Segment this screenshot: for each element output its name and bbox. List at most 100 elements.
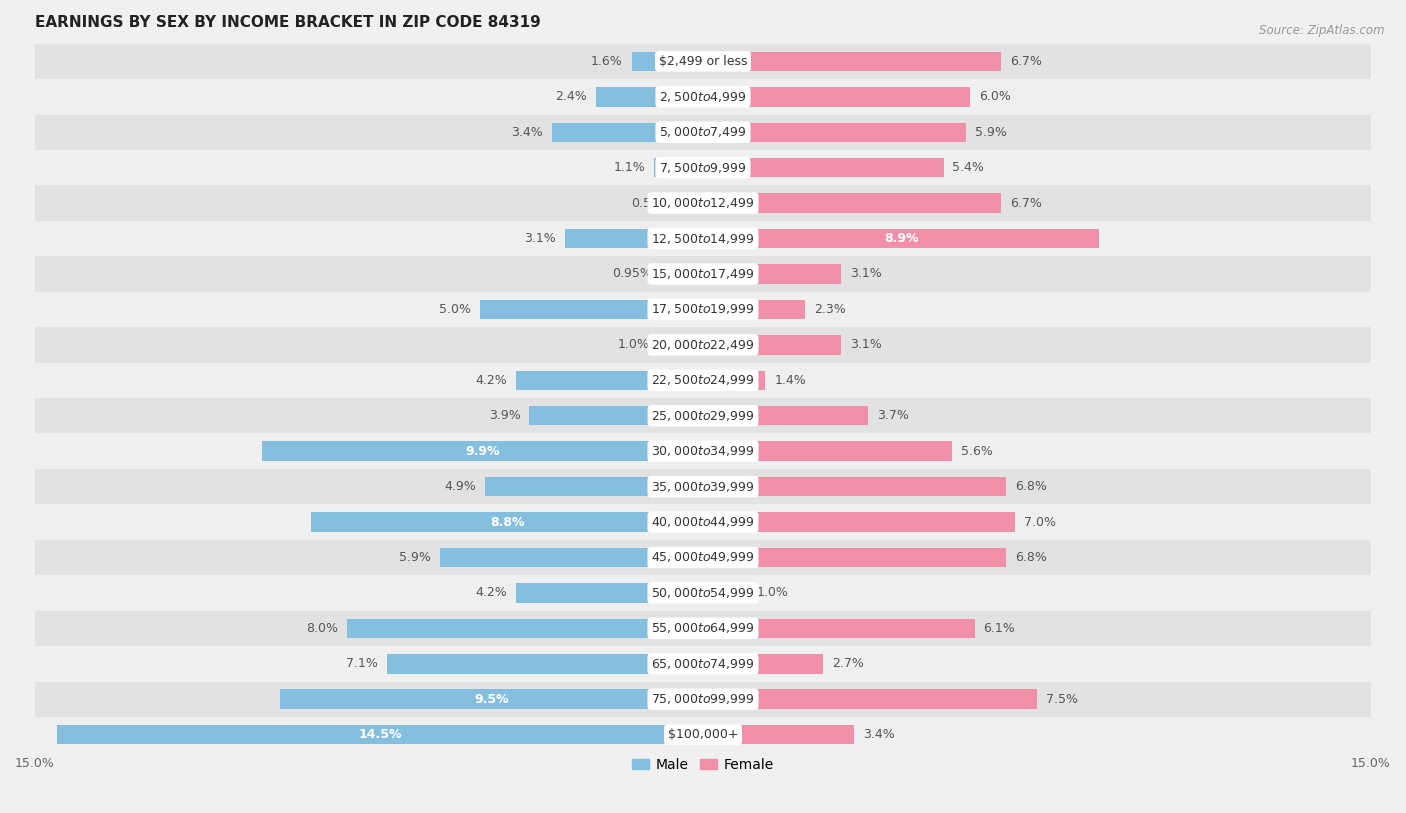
- Text: 3.7%: 3.7%: [877, 409, 908, 422]
- Bar: [440, 548, 703, 567]
- Text: 0.95%: 0.95%: [612, 267, 652, 280]
- Bar: [654, 158, 703, 177]
- Text: Source: ZipAtlas.com: Source: ZipAtlas.com: [1260, 24, 1385, 37]
- Text: 6.1%: 6.1%: [984, 622, 1015, 635]
- Bar: [703, 583, 748, 602]
- Bar: [516, 371, 703, 390]
- Text: 2.3%: 2.3%: [814, 303, 846, 316]
- Bar: [35, 681, 1371, 717]
- Bar: [703, 654, 824, 673]
- Text: 3.9%: 3.9%: [489, 409, 520, 422]
- Text: $2,499 or less: $2,499 or less: [659, 55, 747, 67]
- Bar: [703, 619, 974, 638]
- Text: 6.0%: 6.0%: [979, 90, 1011, 103]
- Text: 4.9%: 4.9%: [444, 480, 475, 493]
- Text: 3.4%: 3.4%: [510, 126, 543, 139]
- Bar: [631, 52, 703, 71]
- Bar: [703, 725, 855, 745]
- Text: $20,000 to $22,499: $20,000 to $22,499: [651, 338, 755, 352]
- Bar: [703, 87, 970, 107]
- Text: $45,000 to $49,999: $45,000 to $49,999: [651, 550, 755, 564]
- Text: 5.4%: 5.4%: [952, 161, 984, 174]
- Bar: [565, 228, 703, 248]
- Text: 3.1%: 3.1%: [851, 267, 882, 280]
- Text: 3.1%: 3.1%: [524, 232, 555, 245]
- Bar: [262, 441, 703, 461]
- Text: 4.2%: 4.2%: [475, 586, 508, 599]
- Bar: [35, 540, 1371, 576]
- Bar: [703, 441, 952, 461]
- Bar: [35, 79, 1371, 115]
- Text: $65,000 to $74,999: $65,000 to $74,999: [651, 657, 755, 671]
- Bar: [35, 221, 1371, 256]
- Bar: [485, 477, 703, 497]
- Bar: [35, 256, 1371, 292]
- Bar: [703, 335, 841, 354]
- Text: 9.5%: 9.5%: [474, 693, 509, 706]
- Bar: [35, 150, 1371, 185]
- Bar: [35, 611, 1371, 646]
- Text: 7.0%: 7.0%: [1024, 515, 1056, 528]
- Text: 2.7%: 2.7%: [832, 657, 865, 670]
- Text: $15,000 to $17,499: $15,000 to $17,499: [651, 267, 755, 281]
- Bar: [35, 576, 1371, 611]
- Text: 5.6%: 5.6%: [962, 445, 993, 458]
- Text: 1.6%: 1.6%: [591, 55, 623, 67]
- Text: 1.0%: 1.0%: [617, 338, 650, 351]
- Text: $22,500 to $24,999: $22,500 to $24,999: [651, 373, 755, 387]
- Text: $12,500 to $14,999: $12,500 to $14,999: [651, 232, 755, 246]
- Bar: [280, 689, 703, 709]
- Text: $35,000 to $39,999: $35,000 to $39,999: [651, 480, 755, 493]
- Text: 8.9%: 8.9%: [884, 232, 918, 245]
- Text: $25,000 to $29,999: $25,000 to $29,999: [651, 409, 755, 423]
- Bar: [703, 228, 1099, 248]
- Bar: [681, 193, 703, 213]
- Text: $17,500 to $19,999: $17,500 to $19,999: [651, 302, 755, 316]
- Text: $50,000 to $54,999: $50,000 to $54,999: [651, 586, 755, 600]
- Bar: [35, 646, 1371, 681]
- Text: 8.8%: 8.8%: [489, 515, 524, 528]
- Text: 6.7%: 6.7%: [1011, 197, 1042, 210]
- Text: 0.51%: 0.51%: [631, 197, 672, 210]
- Bar: [35, 327, 1371, 363]
- Text: 5.0%: 5.0%: [440, 303, 471, 316]
- Bar: [596, 87, 703, 107]
- Text: 7.1%: 7.1%: [346, 657, 378, 670]
- Bar: [35, 292, 1371, 327]
- Bar: [703, 406, 868, 425]
- Bar: [35, 363, 1371, 398]
- Bar: [387, 654, 703, 673]
- Text: $40,000 to $44,999: $40,000 to $44,999: [651, 515, 755, 529]
- Bar: [35, 433, 1371, 469]
- Bar: [703, 193, 1001, 213]
- Bar: [529, 406, 703, 425]
- Text: $5,000 to $7,499: $5,000 to $7,499: [659, 125, 747, 139]
- Text: EARNINGS BY SEX BY INCOME BRACKET IN ZIP CODE 84319: EARNINGS BY SEX BY INCOME BRACKET IN ZIP…: [35, 15, 541, 30]
- Bar: [703, 477, 1005, 497]
- Text: 9.9%: 9.9%: [465, 445, 499, 458]
- Bar: [481, 300, 703, 320]
- Text: 1.0%: 1.0%: [756, 586, 789, 599]
- Bar: [516, 583, 703, 602]
- Text: 4.2%: 4.2%: [475, 374, 508, 387]
- Text: $55,000 to $64,999: $55,000 to $64,999: [651, 621, 755, 635]
- Bar: [703, 123, 966, 142]
- Bar: [35, 115, 1371, 150]
- Text: 1.1%: 1.1%: [613, 161, 645, 174]
- Bar: [703, 371, 765, 390]
- Text: $7,500 to $9,999: $7,500 to $9,999: [659, 161, 747, 175]
- Text: 5.9%: 5.9%: [399, 551, 432, 564]
- Text: $75,000 to $99,999: $75,000 to $99,999: [651, 692, 755, 706]
- Text: 6.8%: 6.8%: [1015, 551, 1046, 564]
- Text: $10,000 to $12,499: $10,000 to $12,499: [651, 196, 755, 210]
- Bar: [35, 717, 1371, 752]
- Text: 3.4%: 3.4%: [863, 728, 896, 741]
- Bar: [661, 264, 703, 284]
- Bar: [35, 469, 1371, 504]
- Bar: [703, 548, 1005, 567]
- Bar: [58, 725, 703, 745]
- Bar: [703, 52, 1001, 71]
- Bar: [703, 689, 1038, 709]
- Text: $2,500 to $4,999: $2,500 to $4,999: [659, 89, 747, 104]
- Bar: [703, 158, 943, 177]
